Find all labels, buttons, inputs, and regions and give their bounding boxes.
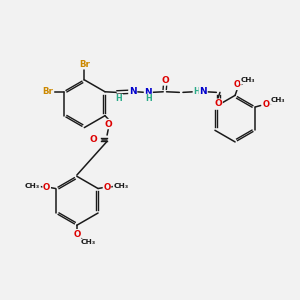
Text: O: O (43, 182, 50, 191)
Text: O: O (161, 76, 169, 85)
Text: H: H (193, 87, 200, 96)
Text: Br: Br (43, 87, 53, 96)
Text: CH₃: CH₃ (113, 182, 129, 188)
Text: O: O (105, 119, 112, 128)
Text: O: O (89, 135, 97, 144)
Text: N: N (200, 87, 207, 96)
Text: O: O (263, 100, 270, 109)
Text: CH₃: CH₃ (241, 77, 255, 83)
Text: O: O (234, 80, 241, 89)
Text: N: N (145, 88, 152, 97)
Text: CH₃: CH₃ (25, 182, 40, 188)
Text: H: H (145, 94, 152, 103)
Text: Br: Br (79, 60, 90, 69)
Text: H: H (116, 94, 122, 103)
Text: O: O (103, 182, 111, 191)
Text: O: O (73, 230, 80, 239)
Text: N: N (129, 87, 136, 96)
Text: CH₃: CH₃ (81, 239, 96, 245)
Text: CH₃: CH₃ (271, 98, 285, 103)
Text: O: O (214, 99, 222, 108)
